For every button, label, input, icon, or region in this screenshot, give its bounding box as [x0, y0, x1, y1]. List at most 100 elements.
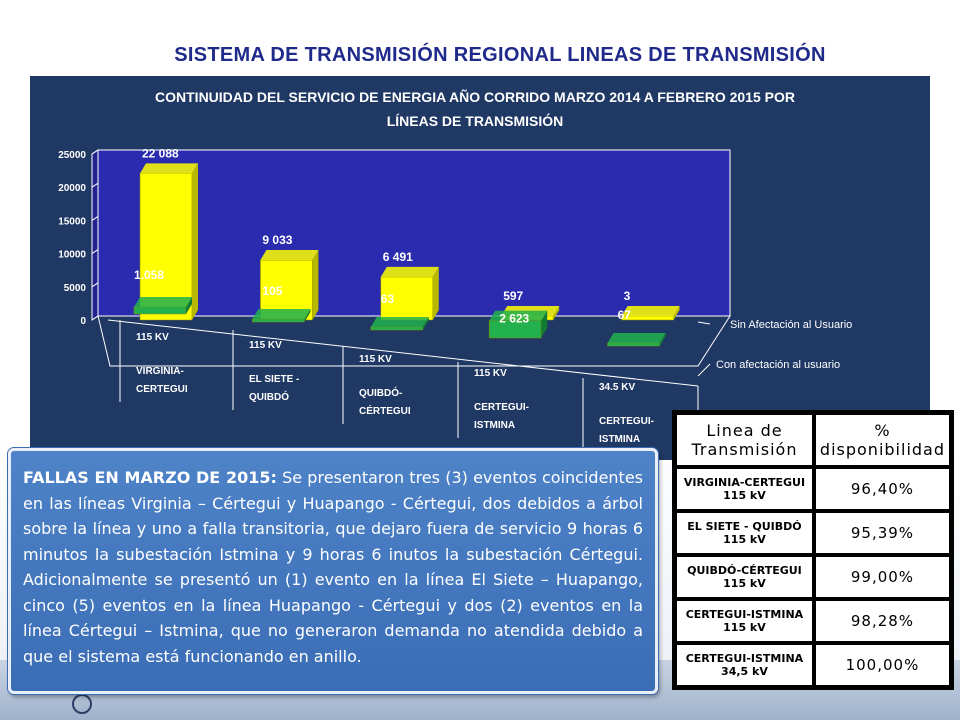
table-row: CERTEGUI-ISTMINA 34,5 kV 100,00% — [675, 643, 951, 687]
bar-con-afectacion — [252, 318, 305, 323]
data-label: 22 088 — [142, 146, 179, 160]
x-category-name: CÉRTEGUI — [359, 404, 411, 417]
bar-con-afectacion-side — [422, 317, 429, 330]
line-name-cell: CERTEGUI-ISTMINA 34,5 kV — [675, 643, 814, 687]
bar-sin-afectacion-top — [380, 266, 439, 277]
x-category-name: ISTMINA — [474, 420, 515, 431]
x-category-name: CERTEGUI- — [599, 416, 654, 427]
y-gridline — [91, 282, 99, 288]
chart-title-line: CONTINUIDAD DEL SERVICIO DE ENERGIA AÑO … — [155, 88, 795, 105]
logo-seal-icon — [72, 694, 92, 714]
failures-note-lead: FALLAS EN MARZO DE 2015: — [23, 468, 277, 487]
x-category-name: QUIBDÓ- — [359, 386, 402, 399]
bar-con-afectacion-side — [659, 333, 666, 346]
bar-sin-afectacion-top — [140, 163, 198, 174]
header-availability: % disponibilidad — [813, 413, 951, 467]
line-voltage: 115 kV — [723, 489, 766, 502]
bar-con-afectacion-side — [304, 309, 311, 322]
bar-con-afectacion-top — [607, 333, 666, 343]
failures-note: FALLAS EN MARZO DE 2015: Se presentaron … — [8, 448, 658, 694]
chart-panel: CONTINUIDAD DEL SERVICIO DE ENERGIA AÑO … — [30, 76, 930, 460]
table-row: CERTEGUI-ISTMINA 115 kV 98,28% — [675, 599, 951, 643]
y-gridline — [91, 215, 99, 221]
legend-leader — [697, 321, 711, 325]
line-voltage: 34,5 kV — [721, 665, 768, 678]
data-label: 9 033 — [262, 233, 292, 247]
x-category-voltage: 34.5 KV — [599, 382, 635, 393]
line-name-cell: VIRGINIA-CERTEGUI 115 kV — [675, 467, 814, 511]
data-label: 105 — [262, 284, 282, 298]
chart-side-wall — [91, 149, 99, 321]
line-voltage: 115 kV — [723, 577, 766, 590]
data-label: 597 — [503, 289, 523, 303]
chart-bars: 22 088 9 033 6 491 597 3 1.058 105 63 2 623 67 — [133, 146, 680, 347]
line-voltage: 115 kV — [723, 533, 766, 546]
bar-con-afectacion-top — [134, 296, 192, 307]
legend: Sin Afectación al Usuario Con afectación … — [697, 319, 852, 377]
bar-sin-afectacion-top — [260, 250, 319, 261]
bar-con-afectacion — [370, 326, 424, 331]
bar-con-afectacion — [133, 306, 187, 315]
y-axis: 0 5000 10000 15000 20000 25000 — [58, 149, 99, 327]
availability-value: 98,28% — [813, 599, 951, 643]
bar-sin-afectacion-side — [432, 266, 439, 320]
bar-con-afectacion-side — [186, 296, 192, 314]
table-header-row: Linea de Transmisión % disponibilidad — [675, 413, 951, 467]
legend-entry: Sin Afectación al Usuario — [730, 319, 852, 331]
chart-title-line: LÍNEAS DE TRANSMISIÓN — [387, 112, 564, 129]
line-name-cell: CERTEGUI-ISTMINA 115 kV — [675, 599, 814, 643]
y-gridline — [91, 315, 99, 321]
header-value-2: disponibilidad — [819, 440, 945, 459]
data-label: 2 623 — [499, 312, 529, 326]
y-gridline — [91, 149, 99, 155]
x-category-name: ISTMINA — [599, 434, 640, 445]
availability-value: 96,40% — [813, 467, 951, 511]
data-label: 67 — [618, 308, 632, 322]
header-value-1: % — [874, 421, 891, 440]
chart-walls — [91, 149, 731, 367]
bar-con-afectacion-top — [252, 309, 311, 319]
x-category-voltage: 115 KV — [359, 354, 392, 365]
x-category-name: EL SIETE - — [249, 374, 299, 385]
x-axis-line — [107, 319, 699, 387]
line-name: QUIBDÓ-CÉRTEGUI — [687, 564, 802, 577]
x-category-voltage: 115 KV — [136, 332, 169, 343]
line-name: CERTEGUI-ISTMINA — [685, 652, 804, 665]
bar-sin-afectacion-side — [192, 163, 198, 320]
x-category-voltage: 115 KV — [249, 340, 282, 351]
table-row: VIRGINIA-CERTEGUI 115 kV 96,40% — [675, 467, 951, 511]
line-name: EL SIETE - QUIBDÓ — [687, 520, 802, 533]
page-title: SISTEMA DE TRANSMISIÓN REGIONAL LINEAS D… — [174, 44, 826, 66]
header-line-2: Transmisión — [691, 440, 798, 459]
y-tick-label: 5000 — [64, 283, 87, 294]
y-tick-label: 25000 — [58, 150, 86, 161]
x-category-name: CERTEGUI — [136, 384, 188, 395]
chart-title: CONTINUIDAD DEL SERVICIO DE ENERGIA AÑO … — [155, 88, 795, 129]
x-category-name: QUIBDÓ — [249, 390, 289, 403]
x-category-name: VIRGINIA- — [136, 366, 184, 377]
header-line-1: Linea de — [706, 421, 783, 440]
y-tick-label: 20000 — [58, 183, 86, 194]
line-name-cell: EL SIETE - QUIBDÓ 115 kV — [675, 511, 814, 555]
y-tick-label: 10000 — [58, 250, 86, 261]
availability-value: 99,00% — [813, 555, 951, 599]
data-label: 6 491 — [383, 250, 413, 264]
table-row: EL SIETE - QUIBDÓ 115 kV 95,39% — [675, 511, 951, 555]
bar-con-afectacion-top — [370, 317, 429, 327]
y-tick-label: 15000 — [58, 216, 86, 227]
bar-sin-afectacion-top — [621, 306, 680, 316]
bar-con-afectacion-side — [541, 310, 548, 338]
header-line: Linea de Transmisión — [675, 413, 814, 467]
data-label: 3 — [624, 289, 631, 303]
table-row: QUIBDÓ-CÉRTEGUI 115 kV 99,00% — [675, 555, 951, 599]
line-name-cell: QUIBDÓ-CÉRTEGUI 115 kV — [675, 555, 814, 599]
legend-entry: Con afectación al usuario — [716, 359, 840, 371]
data-label: 1.058 — [134, 268, 164, 282]
data-label: 63 — [381, 292, 395, 306]
availability-value: 100,00% — [813, 643, 951, 687]
bar-con-afectacion — [607, 342, 660, 347]
line-name: CERTEGUI-ISTMINA — [685, 608, 804, 621]
y-tick-label: 0 — [80, 316, 86, 327]
failures-note-text: Se presentaron tres (3) eventos coincide… — [23, 468, 644, 666]
availability-table: Linea de Transmisión % disponibilidad VIRG… — [672, 410, 954, 690]
